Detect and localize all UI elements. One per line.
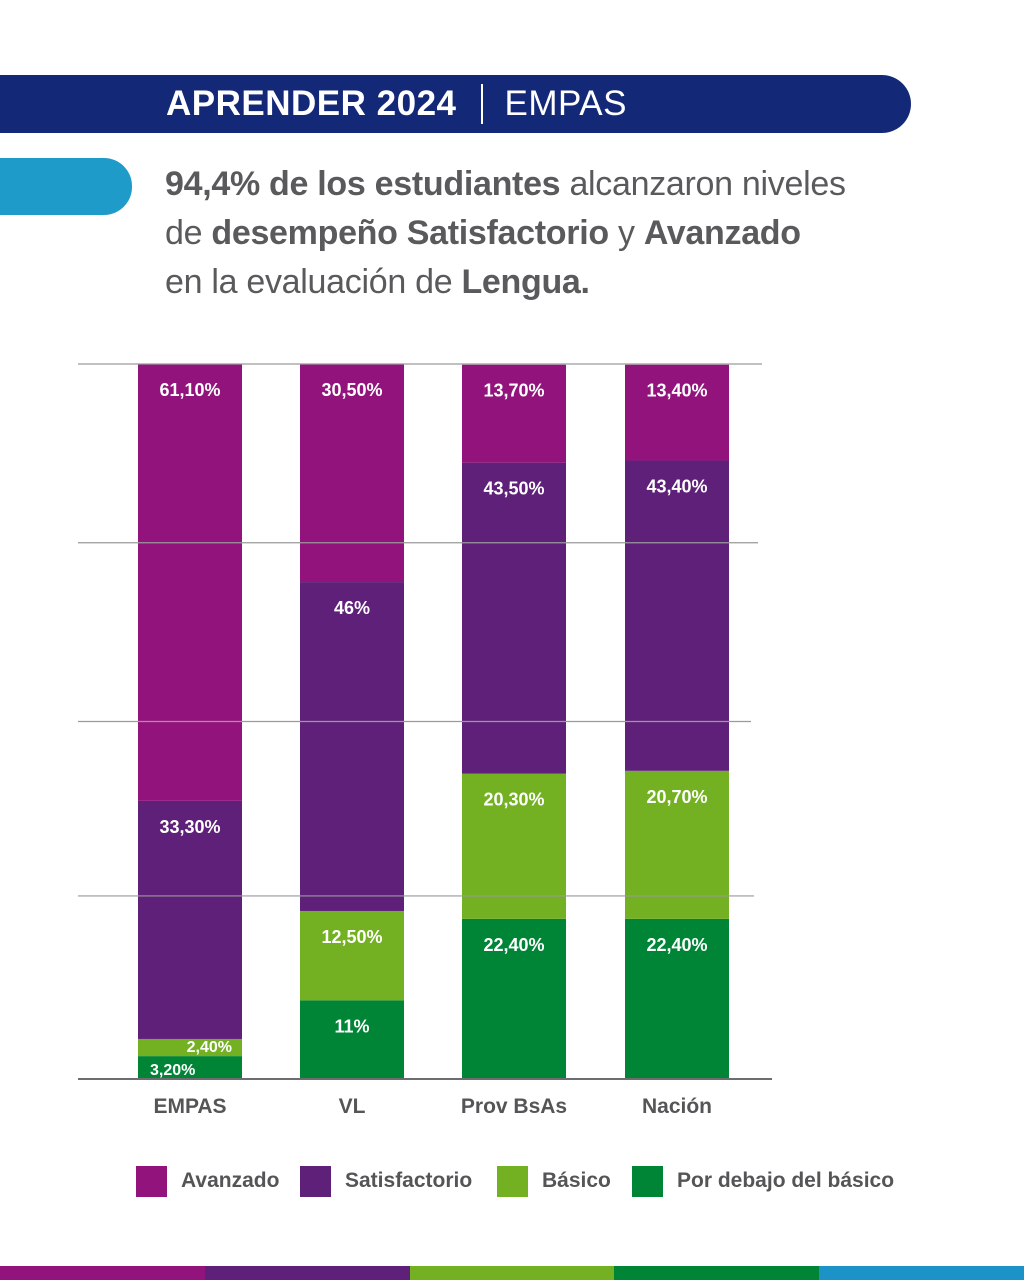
headline-text-2: de [165, 214, 212, 252]
bar-segment-basico-0 [138, 1038, 242, 1057]
data-label-satisfactorio-0: 33,30% [159, 817, 220, 837]
legend-item-avanzado: Avanzado [136, 1165, 279, 1197]
legend-label-avanzado: Avanzado [181, 1169, 280, 1192]
stripe-segment-4 [819, 1266, 1024, 1280]
labels-layer: 3,20% 2,40% 33,30% 61,10% EMPAS 11% 12,50% 46% 3… [150, 380, 712, 1118]
data-label-por_debajo-0: 3,20% [150, 1062, 195, 1079]
stripe-segment-2 [409, 1266, 615, 1280]
legend-label-basico: Básico [542, 1169, 611, 1192]
x-tick-label-3: Nación [642, 1095, 712, 1118]
data-label-satisfactorio-3: 43,40% [646, 477, 707, 497]
legend-item-por_debajo: Por debajo del básico [632, 1165, 894, 1197]
data-label-avanzado-2: 13,70% [483, 381, 544, 401]
stripe-segment-3 [614, 1266, 820, 1280]
legend-item-basico: Básico [497, 1165, 611, 1197]
headline-bold-3: Avanzado [643, 214, 801, 252]
bar-segment-satisfactorio-2 [462, 462, 566, 774]
headline-bold-4: Lengua. [461, 263, 590, 301]
bar-segment-por_debajo-3 [625, 918, 729, 1079]
headline: 94,4% de los estudiantes alcanzaron nive… [165, 160, 925, 307]
data-label-avanzado-1: 30,50% [321, 380, 382, 400]
data-label-satisfactorio-1: 46% [334, 598, 370, 618]
data-label-por_debajo-2: 22,40% [483, 935, 544, 955]
legend-label-por_debajo: Por debajo del básico [677, 1169, 895, 1192]
data-label-satisfactorio-2: 43,50% [483, 479, 544, 499]
bar-segment-avanzado-0 [138, 364, 242, 801]
data-label-por_debajo-3: 22,40% [646, 935, 707, 955]
stripe-segment-1 [204, 1266, 410, 1280]
bar-segment-basico-1 [300, 910, 404, 1001]
accent-tab [0, 158, 132, 215]
stripe-segment-0 [0, 1266, 205, 1280]
bar-segment-basico-2 [462, 773, 566, 919]
headline-text-4: en la evaluación de [165, 263, 462, 301]
bottom-color-stripe [0, 1266, 1024, 1280]
legend-label-satisfactorio: Satisfactorio [345, 1169, 473, 1192]
x-tick-label-2: Prov BsAs [461, 1095, 567, 1118]
x-tick-label-0: EMPAS [153, 1095, 226, 1118]
title-banner [0, 75, 911, 133]
data-label-avanzado-0: 61,10% [159, 380, 220, 400]
bar-segment-satisfactorio-1 [300, 582, 404, 911]
banner-title-bold: APRENDER 2024 [166, 84, 457, 123]
bar-segment-satisfactorio-3 [625, 460, 729, 771]
bar-segment-por_debajo-1 [300, 1000, 404, 1079]
headline-text-1: alcanzaron niveles [560, 165, 846, 203]
bar-segment-por_debajo-0 [138, 1056, 242, 1079]
headline-text-3: y [608, 214, 644, 252]
headline-bold-1: 94,4% de los estudiantes [165, 165, 561, 203]
legend: Avanzado Satisfactorio Básico Por debajo de… [0, 1165, 1024, 1197]
bar-segment-basico-3 [625, 770, 729, 919]
banner-separator [480, 84, 483, 124]
data-label-por_debajo-1: 11% [334, 1016, 369, 1036]
bar-segment-avanzado-2 [462, 364, 566, 463]
grid-layer [78, 363, 772, 1080]
legend-item-satisfactorio: Satisfactorio [300, 1165, 472, 1197]
data-label-basico-0: 2,40% [187, 1039, 232, 1056]
bar-segment-avanzado-1 [300, 364, 404, 583]
bars-layer [138, 364, 729, 1079]
data-label-avanzado-3: 13,40% [646, 381, 707, 401]
legend-swatch-por_debajo [632, 1165, 663, 1197]
data-label-basico-2: 20,30% [483, 790, 544, 810]
title-banner-text: APRENDER 2024 EMPAS [166, 75, 627, 133]
legend-swatch-basico [497, 1165, 528, 1197]
x-tick-label-1: VL [339, 1095, 366, 1118]
bar-segment-por_debajo-2 [462, 918, 566, 1079]
banner-title-light: EMPAS [504, 84, 627, 123]
data-label-basico-3: 20,70% [646, 787, 707, 807]
data-label-basico-1: 12,50% [321, 927, 382, 947]
bar-segment-satisfactorio-0 [138, 800, 242, 1039]
headline-bold-2: desempeño Satisfactorio [211, 214, 609, 252]
legend-swatch-avanzado [136, 1165, 167, 1197]
legend-swatch-satisfactorio [300, 1165, 331, 1197]
bar-segment-avanzado-3 [625, 364, 729, 461]
stacked-bar-chart: 3,20% 2,40% 33,30% 61,10% EMPAS 11% 12,50% 46% 3… [78, 363, 772, 1118]
